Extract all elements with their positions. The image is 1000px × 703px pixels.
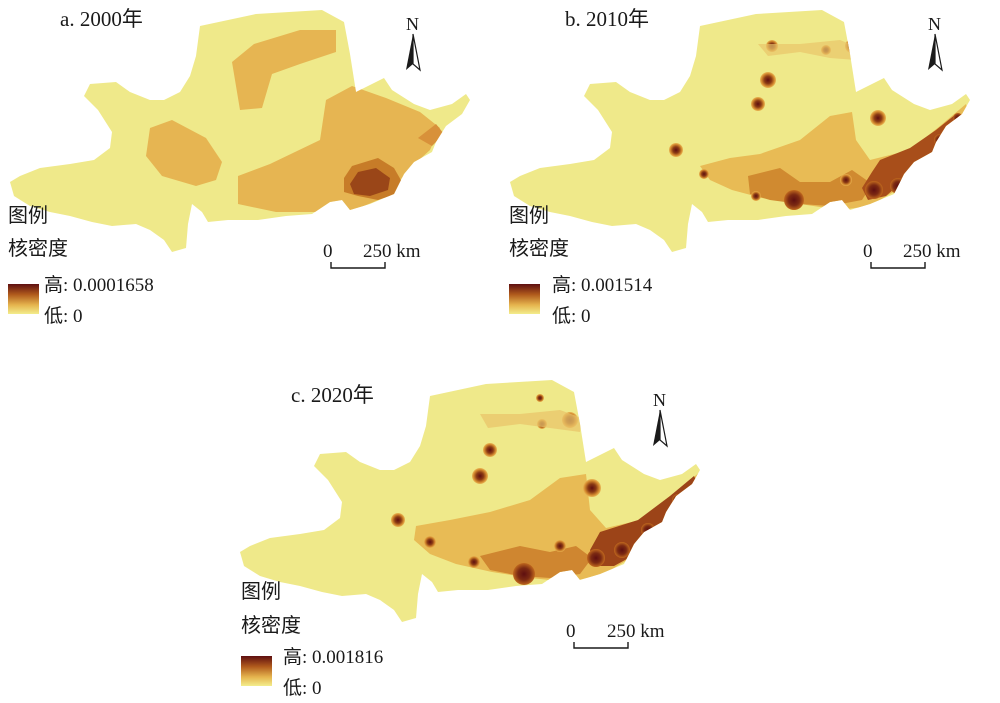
scale-zero-label: 0 [863,241,873,262]
legend-low-label: 低: 0 [283,677,322,699]
panel-title-2020: c. 2020年 [291,383,374,407]
north-arrow-2010: N [928,14,943,72]
scale-distance-label: 250 km [903,241,961,262]
north-label: N [928,14,941,34]
legend-2020: 图例 核密度 高: 0.001816 低: 0 [241,580,383,699]
scale-bar-2020: 0 250 km [566,621,665,649]
panel-2000: a. 2000年 N 图例 核密度 高: 0.0001658 低: 0 0 25… [8,7,470,327]
basin-map-2000 [10,10,470,252]
legend-high-label: 高: 0.0001658 [44,274,154,296]
legend-low-label: 低: 0 [552,305,591,327]
panel-2020: c. 2020年 N 图例 核密度 高: 0.001816 低: 0 0 250… [240,380,700,699]
panel-2010: b. 2010年 N 图例 核密度 高: 0.001514 低: 0 0 250… [509,7,970,327]
panel-title-2010: b. 2010年 [565,7,649,31]
north-label: N [653,390,666,410]
legend-2010: 图例 核密度 高: 0.001514 低: 0 [509,204,653,327]
north-label: N [406,14,419,34]
north-arrow-2000: N [406,14,421,72]
legend-heading: 图例 [241,580,281,603]
legend-gradient-swatch [509,284,540,314]
scale-bar-2000: 0 250 km [323,241,421,269]
legend-subheading: 核密度 [241,614,301,637]
legend-low-label: 低: 0 [44,305,83,327]
legend-gradient-swatch [241,656,272,686]
legend-heading: 图例 [8,204,48,227]
north-arrow-2020: N [653,390,668,448]
legend-heading: 图例 [509,204,549,227]
scale-distance-label: 250 km [363,241,421,262]
legend-high-label: 高: 0.001816 [283,646,383,668]
legend-gradient-swatch [8,284,39,314]
basin-map-2020 [240,380,700,622]
scale-zero-label: 0 [566,621,576,642]
basin-map-2010 [510,10,970,252]
scale-bar-2010: 0 250 km [863,241,961,269]
scale-distance-label: 250 km [607,621,665,642]
legend-subheading: 核密度 [509,237,569,260]
panel-title-2000: a. 2000年 [60,7,143,31]
legend-high-label: 高: 0.001514 [552,274,653,296]
legend-2000: 图例 核密度 高: 0.0001658 低: 0 [8,204,154,327]
scale-zero-label: 0 [323,241,333,262]
legend-subheading: 核密度 [8,237,68,260]
